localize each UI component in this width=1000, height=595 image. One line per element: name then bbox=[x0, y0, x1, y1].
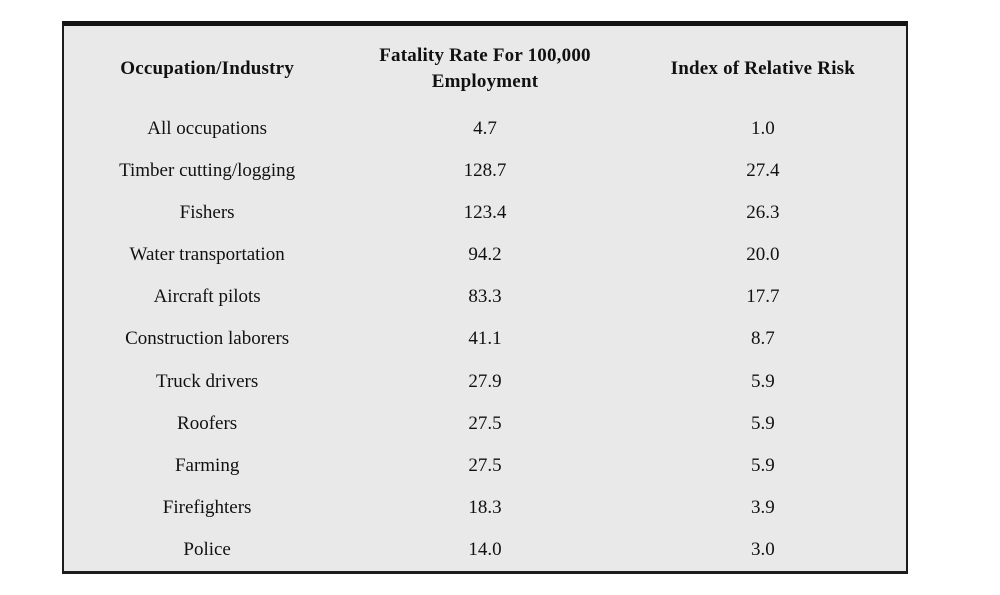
fatality-cell: 27.9 bbox=[468, 370, 502, 392]
table-row: Aircraft pilots 83.3 17.7 bbox=[64, 276, 906, 318]
occupation-cell: All occupations bbox=[147, 118, 268, 140]
risk-cell: 3.0 bbox=[750, 538, 775, 560]
risk-cell: 8.7 bbox=[750, 328, 775, 350]
header-fatality-rate-label: Fatality Rate For 100,000 Employment bbox=[379, 45, 591, 92]
fatality-cell: 128.7 bbox=[463, 160, 507, 182]
header-fatality-rate: Fatality Rate For 100,000 Employment bbox=[350, 26, 619, 108]
header-occupation-industry: Occupation/Industry bbox=[120, 58, 295, 80]
occupation-cell: Water transportation bbox=[129, 244, 285, 266]
risk-cell: 26.3 bbox=[746, 202, 780, 224]
fatality-cell: 27.5 bbox=[468, 412, 502, 434]
occupation-cell: Truck drivers bbox=[156, 370, 259, 392]
risk-cell: 27.4 bbox=[746, 160, 780, 182]
occupation-cell: Police bbox=[183, 538, 231, 560]
occupation-cell: Roofers bbox=[177, 412, 238, 434]
occupation-cell: Timber cutting/logging bbox=[119, 160, 296, 182]
fatality-cell: 4.7 bbox=[473, 118, 497, 140]
risk-cell: 5.9 bbox=[750, 412, 775, 434]
fatality-cell: 41.1 bbox=[468, 328, 502, 350]
fatality-cell: 94.2 bbox=[468, 244, 502, 266]
occupation-cell: Fishers bbox=[179, 202, 235, 224]
fatality-cell: 27.5 bbox=[468, 454, 502, 476]
occupation-cell: Aircraft pilots bbox=[153, 286, 261, 308]
risk-cell: 5.9 bbox=[750, 370, 775, 392]
occupation-cell: Firefighters bbox=[162, 496, 252, 518]
risk-cell: 3.9 bbox=[750, 496, 775, 518]
occupation-cell: Construction laborers bbox=[125, 328, 290, 350]
table-row: Farming 27.5 5.9 bbox=[64, 445, 906, 487]
fatality-cell: 14.0 bbox=[468, 538, 502, 560]
table-body: All occupations 4.7 1.0 Timber cutting/logg… bbox=[64, 108, 906, 571]
table-row: Water transportation 94.2 20.0 bbox=[64, 234, 906, 276]
table-row: All occupations 4.7 1.0 bbox=[64, 108, 906, 150]
fatality-cell: 83.3 bbox=[468, 286, 502, 308]
table-row: Truck drivers 27.9 5.9 bbox=[64, 360, 906, 402]
table-header-row: Occupation/Industry Fatality Rate For 10… bbox=[64, 26, 906, 108]
table-row: Firefighters 18.3 3.9 bbox=[64, 487, 906, 529]
risk-table: Occupation/Industry Fatality Rate For 10… bbox=[64, 26, 906, 571]
table-row: Timber cutting/logging 128.7 27.4 bbox=[64, 150, 906, 192]
header-index-relative-risk: Index of Relative Risk bbox=[670, 58, 856, 80]
risk-cell: 5.9 bbox=[750, 454, 775, 476]
fatality-cell: 123.4 bbox=[463, 202, 507, 224]
table-row: Roofers 27.5 5.9 bbox=[64, 403, 906, 445]
risk-cell: 20.0 bbox=[746, 244, 780, 266]
risk-cell: 1.0 bbox=[750, 118, 775, 140]
table-row: Police 14.0 3.0 bbox=[64, 529, 906, 571]
occupational-risk-table: Occupation/Industry Fatality Rate For 10… bbox=[62, 21, 908, 574]
risk-cell: 17.7 bbox=[746, 286, 780, 308]
table-row: Fishers 123.4 26.3 bbox=[64, 192, 906, 234]
occupation-cell: Farming bbox=[174, 454, 240, 476]
fatality-cell: 18.3 bbox=[468, 496, 502, 518]
table-row: Construction laborers 41.1 8.7 bbox=[64, 318, 906, 360]
